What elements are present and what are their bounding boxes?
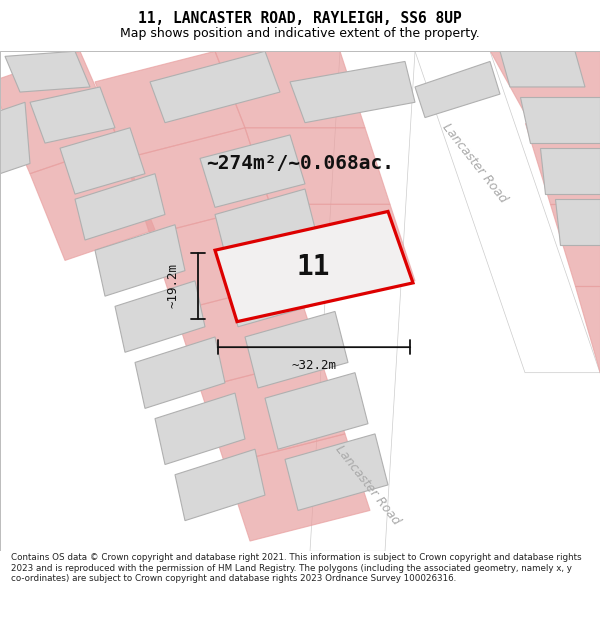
Polygon shape [0,102,30,174]
Polygon shape [175,449,265,521]
Polygon shape [575,286,600,372]
Polygon shape [0,51,120,174]
Polygon shape [95,51,245,158]
Polygon shape [215,51,365,127]
Polygon shape [135,337,225,408]
Polygon shape [30,87,115,143]
Text: 11, LANCASTER ROAD, RAYLEIGH, SS6 8UP: 11, LANCASTER ROAD, RAYLEIGH, SS6 8UP [138,11,462,26]
Polygon shape [200,357,345,464]
Polygon shape [310,51,415,551]
Text: Lancaster Road: Lancaster Road [333,442,403,527]
Polygon shape [75,174,165,240]
Polygon shape [95,225,185,296]
Polygon shape [155,393,245,464]
Polygon shape [270,204,415,281]
Polygon shape [175,281,320,388]
Text: Lancaster Road: Lancaster Road [440,121,510,206]
Polygon shape [150,204,295,311]
Polygon shape [490,51,600,122]
Text: ~274m²/~0.068ac.: ~274m²/~0.068ac. [206,154,394,173]
Polygon shape [415,61,500,118]
Polygon shape [265,372,368,449]
Polygon shape [555,199,600,245]
Text: ~32.2m: ~32.2m [292,359,337,372]
Text: Contains OS data © Crown copyright and database right 2021. This information is : Contains OS data © Crown copyright and d… [11,554,581,583]
Text: ~19.2m: ~19.2m [167,264,179,309]
Polygon shape [500,51,585,87]
Polygon shape [150,51,280,122]
Polygon shape [245,127,390,204]
Polygon shape [525,122,600,204]
Polygon shape [200,135,305,208]
Polygon shape [550,204,600,286]
Polygon shape [540,148,600,194]
Polygon shape [30,143,155,261]
Text: 11: 11 [296,253,330,281]
Polygon shape [225,250,328,327]
Polygon shape [60,127,145,194]
Polygon shape [215,189,318,266]
Polygon shape [285,434,388,511]
Polygon shape [115,281,205,352]
Polygon shape [290,61,415,122]
Polygon shape [520,97,600,143]
Text: Map shows position and indicative extent of the property.: Map shows position and indicative extent… [120,27,480,40]
Polygon shape [245,311,348,388]
Polygon shape [415,51,600,372]
Polygon shape [215,211,413,322]
Polygon shape [225,434,370,541]
Polygon shape [125,127,270,235]
Polygon shape [5,51,90,92]
